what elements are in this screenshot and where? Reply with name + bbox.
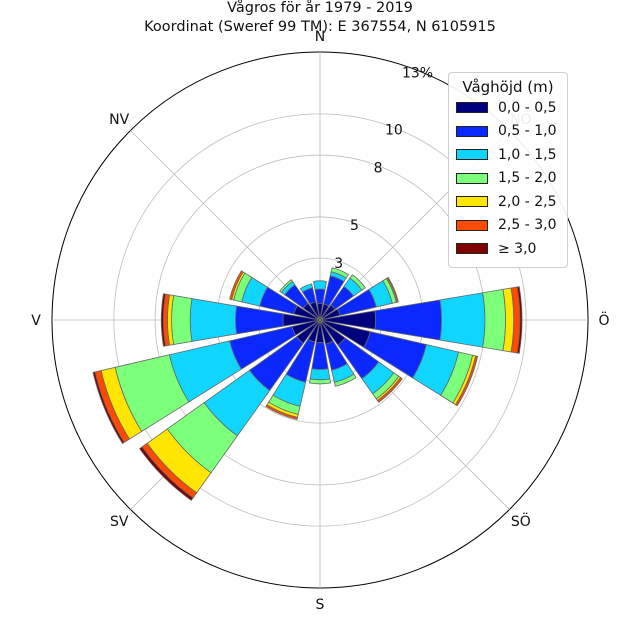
rose-bar-segment <box>314 288 326 305</box>
legend-entry: 1,0 - 1,5 <box>456 143 567 167</box>
chart-subtitle: Koordinat (Sweref 99 TM): E 367554, N 61… <box>144 19 496 35</box>
direction-label: SV <box>110 514 129 530</box>
legend-swatch <box>456 125 488 137</box>
rose-bar-segment <box>92 371 125 444</box>
radial-tick-label: 3 <box>334 256 343 272</box>
legend-entry: 2,5 - 3,0 <box>456 214 567 238</box>
legend-swatch <box>456 172 488 184</box>
rose-bar-segment <box>139 446 194 501</box>
direction-label: NV <box>109 112 129 128</box>
rose-bars <box>92 267 523 501</box>
rose-bar-segment <box>299 283 314 293</box>
rose-bar-segment <box>482 288 506 352</box>
legend-entry: ≥ 3,0 <box>456 237 567 261</box>
rose-bar-segment <box>516 286 523 354</box>
direction-label: N <box>315 29 325 45</box>
legend-entry: 0,5 - 1,0 <box>456 120 567 144</box>
rose-bar-segment <box>333 373 357 387</box>
legend-entry: 1,5 - 2,0 <box>456 167 567 191</box>
legend-swatch <box>456 243 488 255</box>
rose-bar-segment <box>309 368 331 381</box>
rose-bar-segment <box>265 404 298 420</box>
rose-bar-segment <box>308 378 332 385</box>
direction-label: V <box>31 313 41 329</box>
rose-bar-segment <box>439 292 486 348</box>
rose-bar-segment <box>386 276 399 303</box>
legend-label: 1,5 - 2,0 <box>498 170 557 187</box>
legend-entry: 2,0 - 2,5 <box>456 190 567 214</box>
legend-label: ≥ 3,0 <box>498 240 537 257</box>
radial-tick-label: 5 <box>350 218 359 234</box>
rose-bar-segment <box>279 279 294 294</box>
rose-bar-segment <box>374 299 442 341</box>
radial-tick-label: 13% <box>402 65 433 81</box>
legend-label: 0,0 - 0,5 <box>498 99 557 116</box>
legend-swatch <box>456 102 488 114</box>
rose-bar-segment <box>330 267 349 279</box>
legend-swatch <box>456 219 488 231</box>
rose-bar-segment <box>454 355 479 407</box>
legend-swatch <box>456 149 488 161</box>
radial-tick-label: 10 <box>385 123 403 139</box>
direction-label: Ö <box>598 311 609 329</box>
legend-entry: 0,0 - 0,5 <box>456 96 567 120</box>
direction-label: SÖ <box>511 512 531 530</box>
legend-label: 0,5 - 1,0 <box>498 123 557 140</box>
rose-bar-segment <box>349 274 366 291</box>
rose-bar-segment <box>229 270 244 301</box>
rose-bar-segment <box>160 293 166 347</box>
legend-label: 2,0 - 2,5 <box>498 193 557 210</box>
legend: Våghöjd (m) 0,0 - 0,5 0,5 - 1,0 1,0 - 1,5 1… <box>448 72 568 268</box>
legend-label: 1,0 - 1,5 <box>498 146 557 163</box>
legend-label: 2,5 - 3,0 <box>498 217 557 234</box>
rose-bar-segment <box>376 376 403 403</box>
direction-label: S <box>316 597 325 613</box>
rose-bar-segment <box>189 298 238 342</box>
legend-title: Våghöjd (m) <box>462 78 554 96</box>
rose-bar-segment <box>171 295 193 345</box>
legend-swatch <box>456 196 488 208</box>
radial-tick-label: 8 <box>374 161 383 177</box>
chart-title: Vågros för år 1979 - 2019 <box>227 0 413 16</box>
rose-bar-segment <box>313 280 327 290</box>
